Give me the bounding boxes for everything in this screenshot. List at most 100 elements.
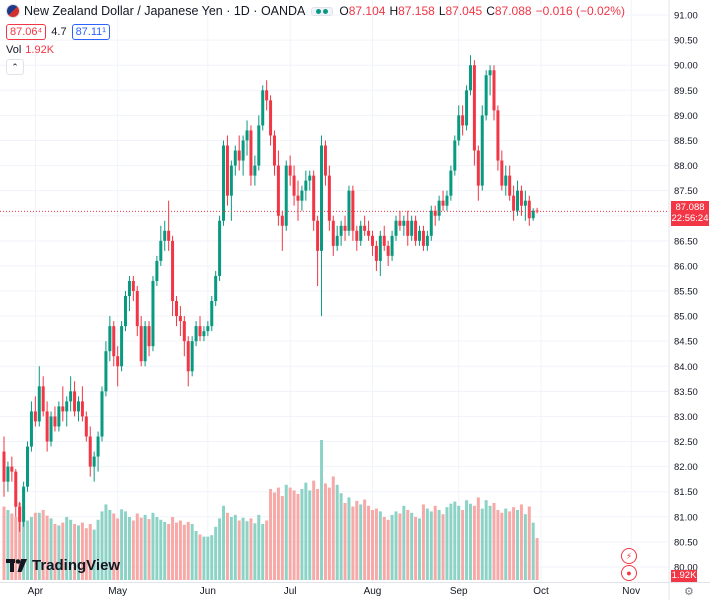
volume-bar [327,487,331,580]
volume-bar [461,510,465,580]
candle-body [65,401,69,412]
volume-bar [249,518,253,580]
candle-body [359,225,363,241]
candle-body [519,190,523,206]
x-tick-label: May [108,586,127,597]
volume-bar [171,517,175,580]
tradingview-logo[interactable]: TradingView [6,557,120,574]
candle-body [523,200,527,206]
volume-bar [80,522,84,580]
volume-bar [225,512,229,580]
volume-bar [453,501,457,580]
volume-bar [18,503,22,580]
candle-body [492,70,496,111]
candle-body [292,175,296,196]
volume-bar [14,517,18,580]
candle-body [45,411,49,442]
gear-icon[interactable]: ⚙ [684,586,694,598]
candle-body [210,301,214,327]
sell-button[interactable]: 87.06⁴ [6,24,47,40]
volume-bar [41,510,45,580]
volume-bar [429,511,433,580]
ohlc-high-value: 87.158 [398,4,435,18]
volume-bar [265,520,269,580]
ohlc-close-label: C [486,4,495,18]
volume-bar [202,536,206,580]
volume-bar [237,520,241,580]
volume-bar [370,510,374,580]
candle-body [296,195,300,201]
volume-bar [147,519,151,580]
candle-body [6,466,10,482]
volume-bar [465,500,469,580]
volume-bar [347,497,351,580]
volume-bar [69,519,73,580]
volume-bar [116,518,120,580]
volume-bar [300,489,304,580]
candle-body [225,145,229,196]
ohlc-open-value: 87.104 [348,4,386,18]
volume-bar [378,511,382,580]
candle-body [500,160,504,186]
candle-body [272,135,276,166]
volume-bar [151,512,155,580]
volume-bar [496,510,500,580]
symbol-title[interactable]: New Zealand Dollar / Japanese Yen · 1D ·… [24,4,306,18]
candle-body [343,225,347,231]
y-tick-label: 86.50 [674,236,698,247]
candle-body [206,326,210,332]
volume-bar [398,513,402,580]
volume-bar [76,525,80,580]
y-tick-label: 82.00 [674,462,698,473]
candle-body [214,275,218,302]
candle-body [190,341,194,372]
volume-bar [84,528,88,580]
candle-body [406,220,410,236]
ohlc-high-label: H [389,4,399,18]
volume-bar [135,513,139,580]
candle-body [139,326,143,362]
volume-label[interactable]: Vol [6,44,22,56]
volume-bar [222,505,226,580]
y-tick-label: 89.00 [674,111,698,122]
candle-body [367,230,371,236]
candle-body [414,220,418,241]
candle-body [476,150,480,186]
eye-icon[interactable] [311,6,334,16]
candle-body [155,260,159,281]
volume-bar [198,534,202,580]
volume-bar [386,519,390,580]
candle-body [80,401,84,417]
volume-bar [468,503,472,580]
volume-bar [421,504,425,580]
x-tick-label: Nov [622,586,640,597]
candle-body [351,190,355,231]
volume-bar [26,520,30,580]
volume-bar [382,517,386,580]
volume-bar [206,536,210,580]
collapse-icon[interactable]: ⌃ [6,59,24,75]
y-tick-label: 80.00 [674,562,698,573]
volume-bar [174,522,178,580]
y-tick-label: 85.50 [674,287,698,298]
candle-body [159,240,163,261]
record-icon[interactable]: ● [621,565,637,581]
buy-button[interactable]: 87.11¹ [71,24,110,40]
y-tick-label: 88.50 [674,136,698,147]
volume-bar [269,489,273,580]
volume-bar [323,483,327,580]
candle-body [269,100,273,136]
volume-bar [65,517,69,580]
candle-body [280,215,284,226]
candle-body [335,235,339,246]
volume-bar [280,496,284,580]
volume-bar [292,490,296,580]
lightning-icon[interactable]: ⚡ [621,548,637,564]
candle-body [504,175,508,186]
candle-body [398,220,402,226]
candle-body [143,326,147,362]
candle-body [49,416,53,442]
candle-body [484,75,488,116]
